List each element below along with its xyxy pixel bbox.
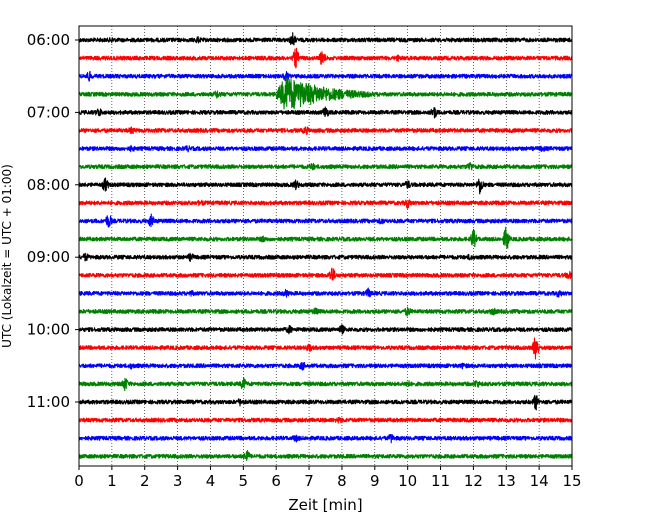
x-tick-label: 9 — [370, 472, 380, 490]
y-tick-label: 08:00 — [27, 176, 70, 194]
x-tick-label: 6 — [271, 472, 281, 490]
x-tick-label: 4 — [206, 472, 216, 490]
x-tick-label: 14 — [530, 472, 549, 490]
x-tick-label: 13 — [497, 472, 516, 490]
trace-line — [78, 32, 573, 46]
y-tick-label: 09:00 — [27, 248, 70, 266]
x-tick-label: 11 — [431, 472, 450, 490]
trace-line — [78, 395, 573, 411]
y-tick-label: 10:00 — [27, 321, 70, 339]
trace-group — [78, 32, 573, 462]
plot-frame — [78, 25, 573, 467]
x-tick-label: 1 — [107, 472, 117, 490]
trace-line — [78, 199, 573, 209]
x-tick-label: 3 — [173, 472, 183, 490]
trace-line — [78, 433, 573, 444]
trace-line — [78, 377, 573, 392]
x-tick-label: 12 — [464, 472, 483, 490]
x-tick-label: 15 — [562, 472, 581, 490]
x-axis-label: Zeit [min] — [288, 496, 362, 514]
trace-line — [78, 324, 573, 335]
trace-line — [78, 70, 573, 82]
trace-line — [78, 226, 573, 249]
y-tick-label: 11:00 — [27, 393, 70, 411]
trace-line — [78, 126, 573, 136]
trace-line — [78, 213, 573, 228]
y-tick-label: 07:00 — [27, 103, 70, 121]
trace-line — [78, 337, 573, 360]
y-axis-label: UTC (Lokalzeit = UTC + 01:00) — [0, 164, 14, 348]
x-tick-label: 0 — [74, 472, 84, 490]
x-tick-label: 10 — [398, 472, 417, 490]
x-tick-label: 7 — [304, 472, 314, 490]
trace-line — [78, 306, 573, 317]
trace-line — [78, 362, 573, 371]
trace-line — [78, 416, 573, 424]
grid-lines — [111, 26, 540, 466]
trace-line — [78, 177, 573, 195]
trace-line — [78, 106, 573, 119]
trace-line — [78, 144, 573, 153]
trace-line — [78, 76, 573, 110]
x-tick-label: 5 — [239, 472, 249, 490]
y-axis: 06:00 07:00 08:00 09:00 10:00 11:00 — [27, 31, 79, 411]
trace-line — [78, 162, 573, 171]
trace-line — [78, 450, 573, 462]
trace-line — [78, 252, 573, 262]
trace-line — [78, 287, 573, 298]
trace-line — [78, 47, 573, 69]
y-tick-label: 06:00 — [27, 31, 70, 49]
x-tick-label: 2 — [140, 472, 150, 490]
x-tick-label: 8 — [337, 472, 347, 490]
x-axis: 0 1 2 3 4 5 6 7 8 9 10 11 12 13 14 15 — [74, 466, 582, 490]
trace-line — [78, 267, 573, 281]
